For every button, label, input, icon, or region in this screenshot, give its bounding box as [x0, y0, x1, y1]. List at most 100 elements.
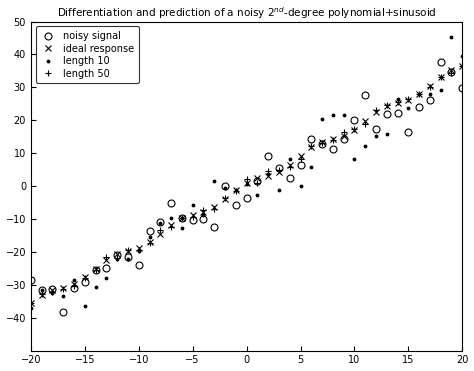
length 50: [330, 138, 336, 142]
ideal response: [395, 101, 401, 105]
ideal response: [384, 104, 390, 108]
Line: length 50: length 50: [27, 63, 466, 306]
length 10: [168, 216, 174, 220]
ideal response: [146, 240, 152, 244]
noisy signal: [60, 310, 66, 314]
length 10: [341, 112, 346, 117]
length 10: [416, 92, 422, 97]
length 10: [438, 88, 444, 92]
length 10: [276, 188, 282, 193]
noisy signal: [222, 184, 228, 188]
noisy signal: [373, 127, 379, 131]
noisy signal: [136, 263, 142, 267]
length 50: [427, 85, 433, 89]
length 10: [298, 184, 303, 188]
noisy signal: [157, 220, 163, 224]
noisy signal: [71, 285, 77, 290]
ideal response: [222, 197, 228, 201]
length 10: [201, 212, 206, 217]
length 10: [136, 249, 142, 253]
ideal response: [265, 173, 271, 178]
length 50: [233, 189, 238, 193]
length 10: [330, 112, 336, 117]
noisy signal: [114, 253, 120, 257]
length 50: [211, 207, 217, 211]
length 10: [265, 171, 271, 176]
length 50: [222, 195, 228, 200]
length 10: [60, 294, 66, 298]
Line: length 10: length 10: [28, 34, 465, 311]
ideal response: [405, 98, 411, 102]
Title: Differentiation and prediction of a noisy 2$^{nd}$-degree polynomial+sinusoid: Differentiation and prediction of a nois…: [57, 6, 437, 22]
noisy signal: [190, 218, 195, 222]
length 50: [201, 208, 206, 212]
ideal response: [190, 213, 195, 217]
noisy signal: [276, 166, 282, 171]
noisy signal: [179, 216, 185, 220]
length 50: [362, 122, 368, 126]
noisy signal: [255, 179, 260, 183]
noisy signal: [168, 200, 174, 205]
length 50: [448, 71, 454, 76]
ideal response: [459, 64, 465, 69]
length 10: [319, 116, 325, 121]
length 10: [395, 97, 401, 101]
length 10: [82, 304, 88, 309]
ideal response: [438, 75, 444, 79]
ideal response: [276, 169, 282, 174]
length 50: [405, 97, 411, 101]
length 50: [168, 225, 174, 229]
length 10: [244, 182, 249, 187]
ideal response: [352, 127, 357, 132]
ideal response: [168, 223, 174, 227]
length 50: [244, 177, 249, 181]
noisy signal: [146, 229, 152, 233]
length 10: [114, 257, 120, 262]
length 10: [125, 257, 131, 261]
ideal response: [255, 176, 260, 181]
length 50: [309, 144, 314, 149]
noisy signal: [211, 225, 217, 230]
ideal response: [330, 137, 336, 141]
ideal response: [362, 119, 368, 123]
ideal response: [448, 68, 454, 72]
length 50: [136, 247, 142, 252]
length 10: [71, 278, 77, 282]
length 50: [190, 214, 195, 219]
length 10: [146, 234, 152, 239]
ideal response: [233, 188, 238, 193]
length 50: [93, 267, 99, 272]
noisy signal: [405, 129, 411, 134]
ideal response: [60, 285, 66, 290]
length 50: [341, 130, 346, 135]
noisy signal: [82, 280, 88, 284]
length 50: [60, 286, 66, 291]
ideal response: [50, 288, 55, 293]
noisy signal: [459, 85, 465, 90]
ideal response: [211, 205, 217, 209]
length 50: [265, 169, 271, 173]
noisy signal: [319, 142, 325, 147]
noisy signal: [28, 278, 34, 282]
ideal response: [298, 153, 303, 158]
noisy signal: [233, 203, 238, 207]
ideal response: [244, 181, 249, 185]
noisy signal: [362, 93, 368, 97]
ideal response: [179, 216, 185, 221]
noisy signal: [384, 112, 390, 116]
noisy signal: [201, 217, 206, 221]
Line: noisy signal: noisy signal: [27, 59, 466, 316]
length 10: [255, 192, 260, 197]
length 50: [352, 127, 357, 131]
length 50: [28, 301, 34, 305]
ideal response: [28, 301, 34, 305]
noisy signal: [39, 288, 45, 292]
noisy signal: [265, 154, 271, 158]
noisy signal: [341, 137, 346, 141]
length 10: [309, 164, 314, 169]
ideal response: [201, 210, 206, 214]
length 10: [448, 35, 454, 39]
noisy signal: [438, 60, 444, 65]
noisy signal: [416, 104, 422, 109]
length 50: [125, 247, 131, 252]
